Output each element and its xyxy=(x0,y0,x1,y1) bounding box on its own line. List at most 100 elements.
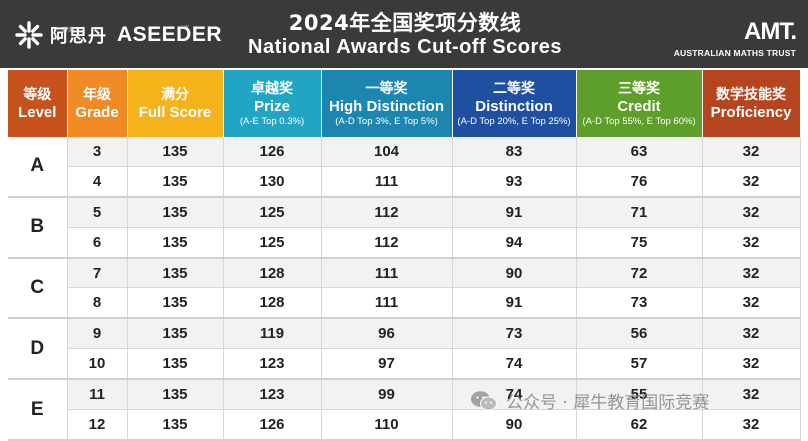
credit-cell: 63 xyxy=(576,137,703,167)
brand-english-name: ASEEDER xyxy=(117,23,223,46)
grade-cell: 11 xyxy=(67,379,128,411)
amt-wordmark: AMT. xyxy=(744,18,797,45)
column-header-english: Prize xyxy=(254,98,290,115)
table-row: 8 135 128 111 91 73 32 xyxy=(8,287,801,320)
proficiency-cell: 32 xyxy=(702,409,801,441)
distinction-cell: 91 xyxy=(452,196,577,228)
credit-cell: 75 xyxy=(576,227,703,259)
column-header-note: (A-E Top 0.3%) xyxy=(239,116,305,127)
column-header-full-score: 满分 Full Score xyxy=(127,70,224,137)
column-header-chinese: 二等奖 xyxy=(493,81,535,97)
amt-logo: AMT. AUSTRALIAN MATHS TRUST xyxy=(656,18,797,58)
poster-header: 阿思丹 ASEEDER 香港 HK 2024年全国奖项分数线 National … xyxy=(0,0,808,68)
column-header-grade: 年级 Grade xyxy=(67,70,128,137)
page-title-chinese: 2024年全国奖项分数线 xyxy=(288,11,522,35)
table-row: C 7 135 128 111 90 72 32 xyxy=(8,257,801,320)
table-body: A 3 135 126 104 83 63 32 4 135 130 111 93 76 32 B 5 135 12… xyxy=(8,137,801,441)
wechat-watermark: 公众号 · 犀牛教育国际竞赛 xyxy=(470,388,709,413)
high-distinction-cell: 110 xyxy=(321,409,453,441)
level-cell: C xyxy=(8,257,68,320)
amt-full-name: AUSTRALIAN MATHS TRUST xyxy=(673,48,796,58)
proficiency-cell: 32 xyxy=(702,379,801,411)
proficiency-cell: 32 xyxy=(702,196,801,228)
column-header-distinction: 二等奖 Distinction (A-D Top 20%, E Top 25%) xyxy=(452,70,577,137)
column-header-chinese: 等级 xyxy=(23,86,52,103)
proficiency-cell: 32 xyxy=(702,257,801,289)
column-header-chinese: 一等奖 xyxy=(365,81,408,97)
full-score-cell: 135 xyxy=(127,318,224,350)
full-score-cell: 135 xyxy=(127,409,224,441)
watermark-text: 公众号 · 犀牛教育国际竞赛 xyxy=(506,393,710,413)
star-burst-icon xyxy=(15,21,43,49)
full-score-cell: 135 xyxy=(127,379,224,411)
table-row: E 11 135 123 99 74 55 32 xyxy=(8,379,801,441)
column-header-english: Proficiency xyxy=(710,103,792,121)
distinction-cell: 93 xyxy=(452,166,577,198)
full-score-cell: 135 xyxy=(127,227,224,259)
column-header-english: Grade xyxy=(75,103,119,121)
column-header-note: (A-D Top 55%, E Top 60%) xyxy=(582,116,696,127)
prize-cell: 130 xyxy=(223,166,322,198)
credit-cell: 56 xyxy=(576,318,703,350)
brand-region-label: 香港 xyxy=(62,27,75,34)
prize-cell: 125 xyxy=(223,227,322,259)
grade-cell: 4 xyxy=(67,166,128,198)
level-cell: E xyxy=(8,379,68,441)
proficiency-cell: 32 xyxy=(702,348,801,381)
prize-cell: 119 xyxy=(223,318,322,350)
grade-cell: 9 xyxy=(67,318,128,350)
table-row: A 3 135 126 104 83 63 32 xyxy=(8,137,801,198)
high-distinction-cell: 97 xyxy=(321,348,453,381)
column-header-level: 等级 Level xyxy=(8,70,68,137)
credit-cell: 72 xyxy=(576,257,703,289)
column-header-chinese: 三等奖 xyxy=(618,81,660,97)
full-score-cell: 135 xyxy=(127,257,224,289)
level-cell: D xyxy=(8,318,68,381)
table-row: D 9 135 119 96 73 56 32 xyxy=(8,318,801,381)
grade-cell: 5 xyxy=(67,196,128,228)
column-header-prize: 卓越奖 Prize (A-E Top 0.3%) xyxy=(223,70,322,137)
prize-cell: 123 xyxy=(223,379,322,411)
table-row: B 5 135 125 112 91 71 32 xyxy=(8,196,801,259)
high-distinction-cell: 111 xyxy=(321,287,453,320)
table-row: 6 135 125 112 94 75 32 xyxy=(8,227,801,259)
full-score-cell: 135 xyxy=(127,287,224,320)
column-header-note: (A-D Top 3%, E Top 5%) xyxy=(335,116,438,127)
proficiency-cell: 32 xyxy=(702,227,801,259)
credit-cell: 71 xyxy=(576,196,703,228)
full-score-cell: 135 xyxy=(127,348,224,381)
prize-cell: 128 xyxy=(223,287,322,320)
distinction-cell: 91 xyxy=(452,287,577,320)
high-distinction-cell: 111 xyxy=(321,257,453,289)
table-row: 10 135 123 97 74 57 32 xyxy=(8,348,801,381)
level-cell: A xyxy=(8,137,68,198)
distinction-cell: 94 xyxy=(452,227,577,259)
full-score-cell: 135 xyxy=(127,196,224,228)
page-title-english: National Awards Cut-off Scores xyxy=(248,36,562,58)
grade-cell: 12 xyxy=(67,409,128,441)
high-distinction-cell: 111 xyxy=(321,166,453,198)
table-row: 12 135 126 110 90 62 32 xyxy=(8,409,801,441)
column-header-english: Credit xyxy=(617,98,661,115)
credit-cell: 76 xyxy=(576,166,703,198)
column-header-english: High Distinction xyxy=(329,98,444,115)
prize-cell: 126 xyxy=(223,409,322,441)
column-header-chinese: 数学技能奖 xyxy=(716,86,786,103)
credit-cell: 73 xyxy=(576,287,703,320)
level-cell: B xyxy=(8,196,68,259)
high-distinction-cell: 112 xyxy=(321,227,453,259)
grade-cell: 6 xyxy=(67,227,128,259)
proficiency-cell: 32 xyxy=(702,287,801,320)
credit-cell: 62 xyxy=(576,409,703,441)
proficiency-cell: 32 xyxy=(702,137,801,167)
brand-hk-label: HK xyxy=(182,25,190,31)
grade-cell: 7 xyxy=(67,257,128,289)
proficiency-cell: 32 xyxy=(702,318,801,350)
column-header-chinese: 卓越奖 xyxy=(251,81,293,97)
table-row: 4 135 130 111 93 76 32 xyxy=(8,166,801,198)
column-header-chinese: 满分 xyxy=(161,86,189,103)
high-distinction-cell: 99 xyxy=(321,379,453,411)
column-header-note: (A-D Top 20%, E Top 25%) xyxy=(457,116,571,127)
aseeder-logo: 阿思丹 ASEEDER xyxy=(14,18,222,52)
column-header-proficiency: 数学技能奖 Proficiency xyxy=(702,70,801,137)
